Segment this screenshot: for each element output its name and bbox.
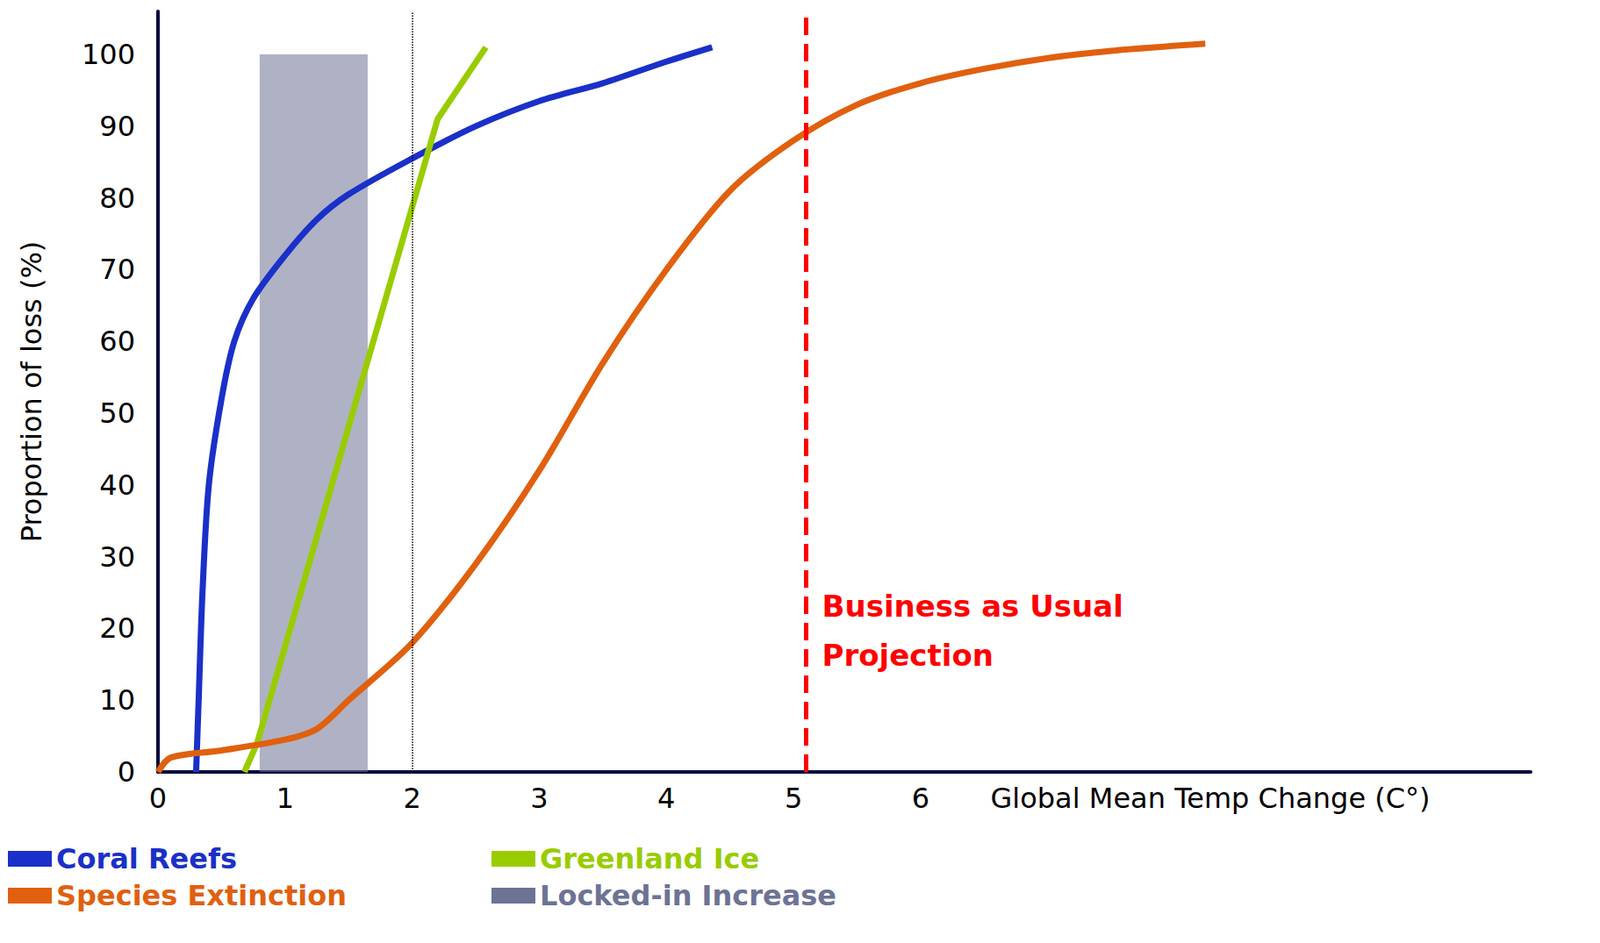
svg-text:40: 40 bbox=[99, 468, 136, 503]
svg-text:60: 60 bbox=[99, 324, 136, 359]
svg-text:Global Mean Temp Change (C°): Global Mean Temp Change (C°) bbox=[990, 782, 1431, 816]
svg-text:0: 0 bbox=[117, 755, 136, 790]
svg-text:Coral Reefs: Coral Reefs bbox=[56, 842, 237, 876]
svg-text:80: 80 bbox=[99, 181, 136, 216]
svg-text:Business as Usual: Business as Usual bbox=[822, 588, 1124, 625]
svg-text:10: 10 bbox=[99, 683, 136, 718]
svg-text:50: 50 bbox=[99, 396, 136, 431]
svg-text:Greenland Ice: Greenland Ice bbox=[539, 842, 760, 876]
svg-text:3: 3 bbox=[530, 782, 548, 816]
svg-text:90: 90 bbox=[99, 109, 136, 144]
svg-text:100: 100 bbox=[81, 37, 136, 72]
svg-text:70: 70 bbox=[99, 252, 136, 287]
svg-text:Projection: Projection bbox=[822, 638, 994, 674]
svg-text:Locked-in Increase: Locked-in Increase bbox=[539, 879, 837, 913]
svg-text:5: 5 bbox=[784, 782, 803, 816]
svg-text:20: 20 bbox=[99, 611, 136, 646]
svg-text:30: 30 bbox=[99, 540, 136, 574]
svg-text:6: 6 bbox=[911, 782, 930, 816]
svg-text:4: 4 bbox=[657, 782, 675, 816]
svg-text:Proportion of loss (%): Proportion of loss (%) bbox=[14, 241, 49, 544]
svg-text:2: 2 bbox=[402, 782, 421, 816]
svg-text:1: 1 bbox=[276, 782, 295, 816]
svg-text:0: 0 bbox=[149, 782, 167, 816]
svg-text:Species Extinction: Species Extinction bbox=[56, 879, 347, 913]
